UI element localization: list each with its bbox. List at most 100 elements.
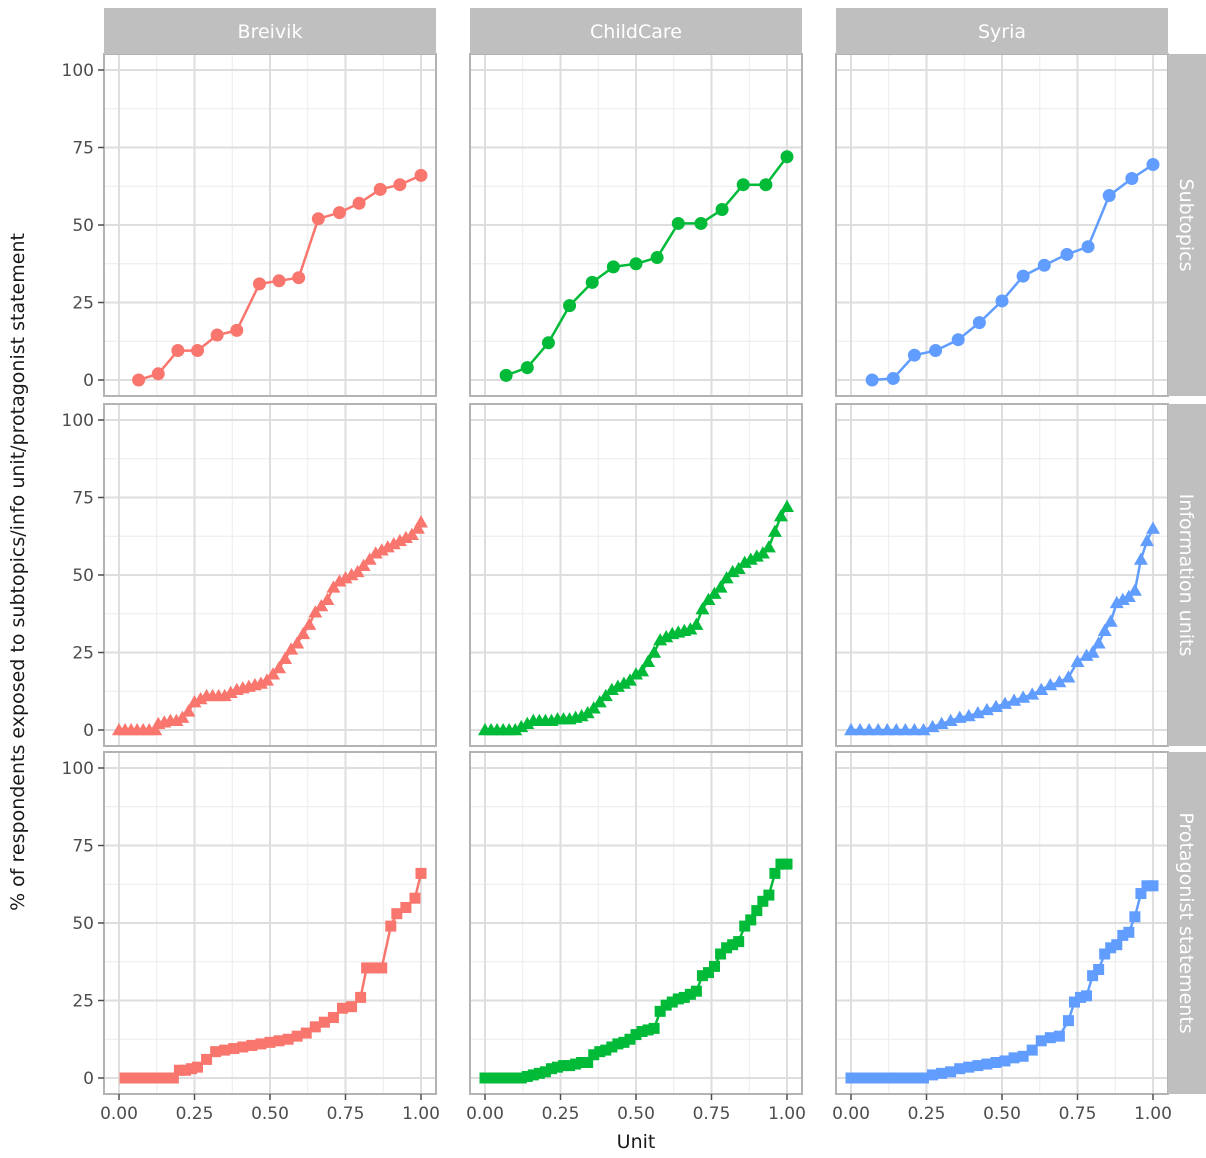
data-point — [300, 1027, 312, 1039]
data-point — [309, 1021, 321, 1033]
data-point — [361, 962, 373, 974]
data-point — [757, 895, 769, 907]
panel-syria-subtopics — [835, 53, 1169, 397]
data-point — [954, 1063, 966, 1075]
data-point — [586, 701, 601, 714]
data-point — [217, 688, 232, 702]
data-point — [336, 1002, 348, 1014]
data-point — [284, 642, 299, 655]
data-point — [881, 1072, 893, 1084]
x-tick-label: 1.00 — [768, 1104, 806, 1124]
data-point — [1127, 583, 1142, 596]
data-point — [917, 1072, 929, 1084]
y-axis-row-1: 0 25 50 75 100 — [62, 61, 104, 391]
strip-protagonist-statements: Protagonist statements — [1168, 752, 1206, 1094]
data-point — [1097, 623, 1112, 637]
data-point — [650, 251, 664, 265]
data-point — [272, 274, 286, 288]
data-point — [171, 344, 185, 358]
data-point — [237, 1041, 249, 1053]
y-tick-label: 25 — [72, 294, 94, 314]
data-point — [629, 257, 643, 271]
strip-background — [470, 8, 802, 54]
data-point — [1044, 1032, 1056, 1044]
y-tick-label: 0 — [83, 371, 94, 391]
data-point — [690, 985, 702, 997]
data-point — [702, 967, 714, 979]
y-tick-label: 25 — [72, 992, 94, 1012]
data-point — [273, 1035, 285, 1047]
data-point — [844, 723, 858, 736]
data-point — [642, 1024, 654, 1036]
data-point — [1129, 911, 1141, 923]
data-point — [385, 920, 397, 932]
strip-background — [1168, 752, 1206, 1094]
data-point — [733, 936, 745, 948]
data-point — [654, 1005, 666, 1017]
data-point — [737, 555, 752, 568]
data-point — [1037, 258, 1051, 272]
data-point — [192, 1061, 204, 1073]
data-point — [1053, 1030, 1065, 1042]
data-point — [499, 368, 513, 382]
data-point — [367, 962, 379, 974]
data-point — [907, 723, 922, 736]
y-tick-label: 100 — [62, 61, 94, 81]
data-point — [727, 939, 739, 951]
data-point — [266, 667, 281, 680]
data-point — [749, 549, 764, 562]
x-axis-title: Unit — [617, 1131, 656, 1153]
data-point — [945, 1066, 957, 1078]
x-tick-label: 0.50 — [983, 1104, 1021, 1124]
data-point — [598, 688, 613, 702]
data-point — [880, 723, 895, 736]
data-point — [1075, 991, 1087, 1003]
data-point — [701, 592, 716, 606]
data-point — [970, 705, 985, 719]
panel-border — [469, 403, 803, 747]
data-point — [981, 1058, 993, 1070]
data-point — [648, 1022, 660, 1034]
data-point — [143, 1072, 155, 1084]
data-point — [355, 991, 367, 1003]
data-point — [520, 716, 535, 730]
panel-breivik-information-units — [103, 403, 437, 747]
data-point — [173, 1064, 185, 1076]
data-point — [398, 530, 413, 544]
y-tick-label: 50 — [72, 216, 94, 236]
panel-breivik-subtopics — [103, 53, 437, 397]
x-tick-label: 0.75 — [1059, 1104, 1097, 1124]
data-point — [990, 1057, 1002, 1068]
y-tick-label: 100 — [62, 411, 94, 431]
data-point — [574, 709, 589, 722]
data-point — [551, 1061, 563, 1073]
strip-label: Syria — [978, 21, 1026, 43]
strip-background — [104, 8, 436, 54]
data-point — [520, 361, 534, 375]
data-point — [404, 527, 419, 540]
data-point — [618, 1036, 630, 1048]
data-point — [1123, 926, 1135, 938]
data-point — [356, 558, 371, 571]
y-tick-label: 75 — [72, 489, 94, 509]
data-point — [629, 667, 643, 680]
x-tick-label: 0.75 — [327, 1104, 365, 1124]
y-axis-row-2: 0 25 50 75 100 — [62, 411, 104, 741]
data-point — [570, 1058, 582, 1070]
panel-breivik-protagonist-statements — [103, 751, 437, 1095]
data-point — [1081, 990, 1093, 1002]
panel-childcare-subtopics — [469, 53, 803, 397]
y-axis-row-3: 0 25 50 75 100 — [62, 759, 104, 1089]
data-point — [755, 546, 770, 559]
data-point — [736, 178, 750, 192]
data-point — [1099, 948, 1111, 960]
data-point — [707, 586, 722, 599]
data-point — [759, 178, 773, 192]
data-point — [585, 275, 599, 289]
data-point — [739, 920, 751, 932]
data-point — [373, 182, 387, 196]
data-point — [391, 908, 403, 920]
data-point — [1060, 247, 1074, 261]
